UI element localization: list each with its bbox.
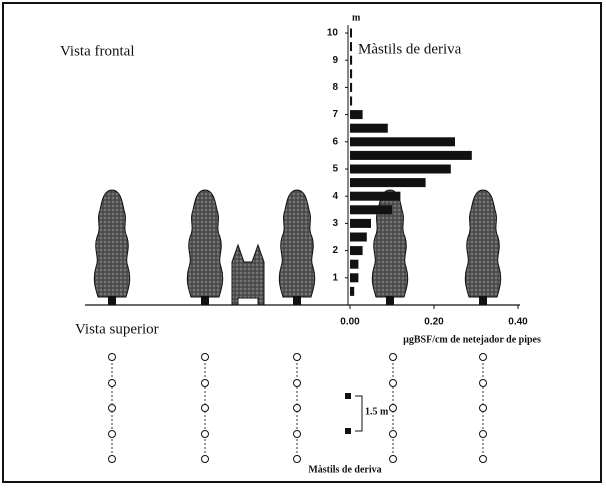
sprayer bbox=[232, 245, 264, 305]
bar bbox=[350, 233, 367, 242]
masts-title: Màstils de deriva bbox=[358, 41, 462, 57]
x-tick-label: 0.00 bbox=[340, 317, 360, 328]
bar bbox=[350, 178, 426, 187]
bar bbox=[350, 124, 388, 133]
bar bbox=[350, 110, 363, 119]
masts-bottom-label: Màstils de deriva bbox=[308, 464, 381, 475]
bar bbox=[350, 287, 354, 296]
top-view-label: Vista superior bbox=[75, 321, 159, 337]
bar bbox=[350, 260, 358, 269]
bar bbox=[350, 137, 455, 146]
y-tick-label: 1 bbox=[332, 272, 338, 283]
y-tick-label: 4 bbox=[332, 191, 338, 202]
y-tick-label: 7 bbox=[332, 109, 338, 120]
bar bbox=[350, 29, 352, 38]
front-view-label: Vista frontal bbox=[60, 43, 135, 59]
trees bbox=[94, 190, 500, 305]
bar bbox=[350, 56, 352, 65]
x-tick-label: 0.40 bbox=[508, 317, 528, 328]
bar bbox=[350, 219, 371, 228]
spacing-label: 1.5 m bbox=[365, 406, 389, 417]
bar bbox=[350, 246, 363, 255]
bar bbox=[350, 273, 358, 282]
bar bbox=[350, 69, 352, 78]
figure: Vista frontal Màstils de deriva Vista su… bbox=[0, 0, 606, 486]
bar bbox=[350, 165, 451, 174]
y-tick-label: 8 bbox=[332, 82, 338, 93]
y-tick-label: 3 bbox=[332, 218, 338, 229]
y-tick-label: 2 bbox=[332, 245, 338, 256]
bar bbox=[350, 42, 352, 51]
top-view-masts bbox=[109, 354, 487, 463]
y-tick-label: 6 bbox=[332, 136, 338, 147]
x-axis-label: µgBSF/cm de netejador de pipes bbox=[403, 334, 541, 345]
y-axis-label: m bbox=[352, 12, 361, 23]
y-tick-label: 9 bbox=[332, 55, 338, 66]
y-tick-label: 5 bbox=[332, 164, 338, 175]
bar bbox=[350, 83, 352, 92]
y-tick-label: 10 bbox=[327, 28, 339, 39]
spacing-marker bbox=[345, 393, 362, 434]
bar bbox=[350, 151, 472, 160]
bar bbox=[350, 205, 392, 214]
bar bbox=[350, 97, 352, 106]
x-tick-label: 0.20 bbox=[424, 317, 444, 328]
bar bbox=[350, 192, 400, 201]
